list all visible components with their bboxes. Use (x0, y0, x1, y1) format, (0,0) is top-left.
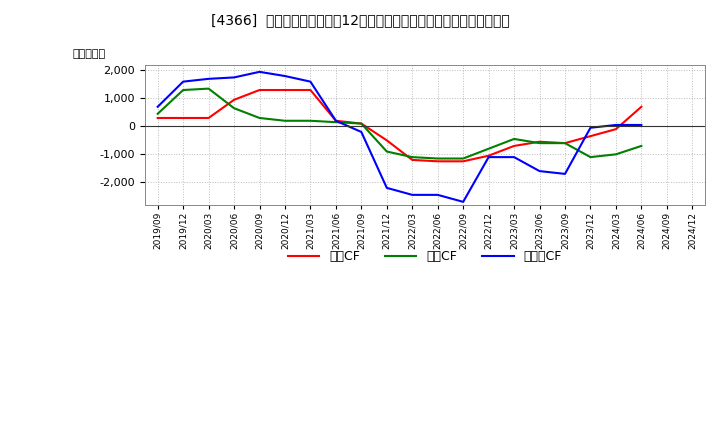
営業CF (535, 139, 544, 144)
投資CF (204, 86, 213, 91)
フリーCF (586, 125, 595, 130)
投資CF (357, 121, 366, 126)
フリーCF (382, 185, 391, 191)
投資CF (281, 118, 289, 123)
Line: 営業CF: 営業CF (158, 90, 642, 161)
営業CF (561, 140, 570, 146)
フリーCF (255, 69, 264, 74)
投資CF (637, 143, 646, 149)
営業CF (433, 159, 442, 164)
フリーCF (637, 122, 646, 128)
営業CF (459, 159, 467, 164)
Line: 投資CF: 投資CF (158, 88, 642, 158)
投資CF (535, 140, 544, 146)
フリーCF (153, 104, 162, 110)
Y-axis label: （百万円）: （百万円） (73, 49, 106, 59)
投資CF (485, 146, 493, 151)
営業CF (179, 115, 187, 121)
Legend: 営業CF, 投資CF, フリーCF: 営業CF, 投資CF, フリーCF (283, 245, 567, 268)
営業CF (153, 115, 162, 121)
営業CF (230, 97, 238, 103)
営業CF (204, 115, 213, 121)
投資CF (433, 156, 442, 161)
営業CF (332, 118, 341, 123)
営業CF (357, 121, 366, 126)
営業CF (637, 104, 646, 110)
フリーCF (561, 171, 570, 176)
営業CF (382, 138, 391, 143)
投資CF (332, 120, 341, 125)
営業CF (408, 157, 417, 162)
フリーCF (230, 75, 238, 80)
投資CF (230, 106, 238, 111)
フリーCF (433, 192, 442, 198)
フリーCF (306, 79, 315, 84)
営業CF (306, 88, 315, 93)
投資CF (255, 115, 264, 121)
フリーCF (408, 192, 417, 198)
フリーCF (459, 199, 467, 205)
投資CF (510, 136, 518, 142)
投資CF (408, 154, 417, 160)
Text: [4366]  キャッシュフローの12か月移動合計の対前年同期増減額の推移: [4366] キャッシュフローの12か月移動合計の対前年同期増減額の推移 (211, 13, 509, 27)
フリーCF (204, 76, 213, 81)
フリーCF (535, 169, 544, 174)
投資CF (153, 111, 162, 117)
Line: フリーCF: フリーCF (158, 72, 642, 202)
営業CF (255, 88, 264, 93)
フリーCF (485, 154, 493, 160)
フリーCF (281, 73, 289, 79)
投資CF (561, 140, 570, 146)
フリーCF (611, 122, 620, 128)
営業CF (611, 127, 620, 132)
フリーCF (357, 129, 366, 135)
営業CF (485, 153, 493, 158)
フリーCF (510, 154, 518, 160)
フリーCF (332, 118, 341, 123)
投資CF (179, 88, 187, 93)
営業CF (281, 88, 289, 93)
投資CF (306, 118, 315, 123)
営業CF (510, 143, 518, 149)
フリーCF (179, 79, 187, 84)
投資CF (382, 149, 391, 154)
投資CF (459, 156, 467, 161)
投資CF (586, 154, 595, 160)
営業CF (586, 133, 595, 139)
投資CF (611, 152, 620, 157)
